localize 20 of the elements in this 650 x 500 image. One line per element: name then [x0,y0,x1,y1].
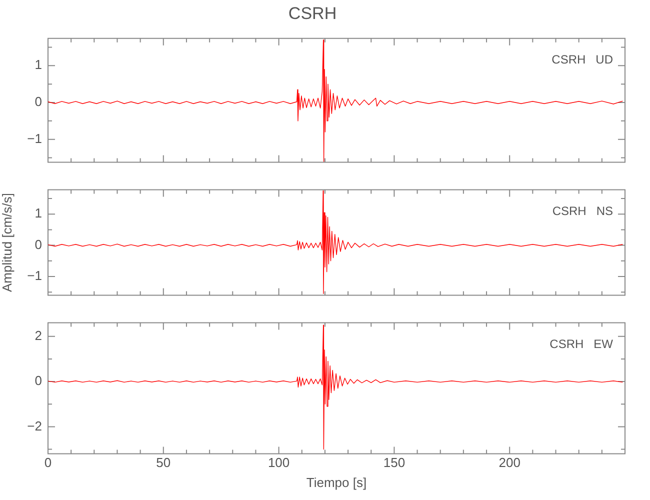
x-tick-label: 100 [268,455,290,470]
y-tick-label: −1 [27,130,42,146]
y-tick-label: 1 [34,206,42,221]
annotation: CSRH UD [552,52,614,67]
y-tick-label: −2 [27,418,42,434]
y-tick-label: 0 [34,373,42,388]
x-tick-label: 50 [156,455,171,470]
chart-title: CSRH [288,4,337,23]
annotation: CSRH NS [552,204,613,218]
y-axis-title: Amplitud [cm/s/s] [0,193,14,292]
y-tick-label: 0 [34,94,42,110]
x-tick-label: 150 [383,455,406,470]
y-tick-label: 1 [34,57,42,72]
y-tick-label: −1 [27,268,42,284]
x-tick-label: 0 [44,455,52,470]
x-tick-label: 200 [498,455,520,470]
y-tick-label: 2 [34,328,42,343]
x-axis-title: Tiempo [s] [306,474,367,490]
y-tick-label: 0 [34,236,42,252]
annotation: CSRH EW [550,337,614,352]
